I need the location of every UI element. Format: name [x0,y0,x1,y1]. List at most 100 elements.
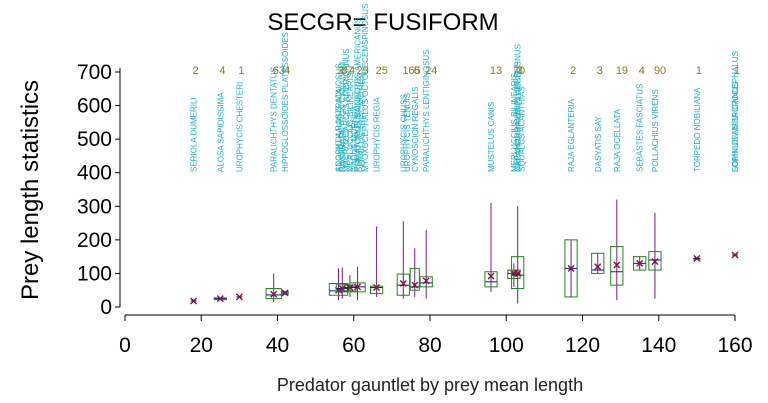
iqr-box [511,256,525,290]
iqr-box [484,271,498,288]
iqr-box [507,269,521,279]
species-label: MACROZOARCES AMERICANUS [342,48,351,172]
iqr-box [370,285,384,295]
mean-marker [613,261,621,269]
iqr-box [349,282,366,293]
y-tick-label: 500 [77,128,112,151]
mean-marker [235,293,243,301]
species-label: POMATOMUS SALTATRIX [354,76,363,172]
count-label: 19 [616,65,628,77]
mean-marker [399,280,407,287]
y-tick-label: 400 [77,162,112,185]
species-label: RAJA OCELLATA [613,109,622,173]
count-label: 24 [425,65,437,77]
count-label: 165 [402,65,420,77]
mean-marker [270,290,278,298]
species-label: MELANOGRAMMUS AEGLEFINUS [514,44,523,172]
species-label: UROPHYCIS CHESTERI [235,82,244,172]
count-label: 2 [338,65,344,77]
y-tick-label: 100 [77,262,112,285]
species-label: SERIOLA DUMERILI [190,97,199,172]
iqr-box [409,267,420,291]
species-label: MERLUCCIUS BILINEARIS [510,73,519,172]
count-label: 2 [193,65,199,77]
x-tick-label: 20 [190,334,213,357]
count-label: 1 [734,65,740,77]
species-label: MERLUCCIUS BILINEARIS [346,73,355,172]
species-label: PARALICHTHYS LENTIGINOSUS [422,49,431,172]
count-label: 4 [284,65,290,77]
iqr-box [265,288,282,300]
count-label: 63 [273,65,285,77]
mean-marker [216,295,224,303]
species-label: UROPHYCIS CHUSS [399,94,408,172]
species-label: UROPHYCIS REGIA [373,97,382,172]
species-label: DASYATIS SAY [594,115,603,172]
y-axis-label: Prey length statistics [17,80,44,300]
species-label: RAJA EGLANTERIA [567,98,576,172]
x-tick-label: 160 [717,334,752,357]
species-label: PEPRILUS TRIACANTHUS [357,73,366,172]
species-label: ALOSA SAPIDISSIMA [216,92,225,172]
species-label: HIPPOGLOSSOIDES PLATESSOIDES [281,32,290,172]
mean-marker [411,281,419,289]
species-label: CYNOSCION REGALIS [411,87,420,172]
x-tick-label: 100 [489,334,524,357]
mean-marker [373,284,381,292]
plot-area: 0 100 200 300 400 500 600 700 0 20 40 60 80 100 120 140… [77,4,753,357]
species-label: UROPHYCIS TENUIS [403,93,412,172]
species-label: SCOPHTHALMUS AQUOSUS [335,64,344,172]
x-tick-label: 120 [565,334,600,357]
count-label: 1 [238,65,244,77]
chart-title: SECGR= FUSIFORM [267,9,498,36]
count-label: 4 [639,65,645,77]
iqr-box [419,276,433,288]
mean-marker [281,289,289,297]
iqr-box [335,283,349,293]
species-label: CARCHARHINUS PLUMBEUS [514,61,523,172]
count-label: 6 [414,65,420,77]
count-label: 87 [341,65,353,77]
iqr-box [648,251,662,271]
mean-marker [422,277,430,285]
species-label: SEBASTES FASCIATUS [636,84,645,172]
count-label: 2 [570,65,576,77]
iqr-box [591,252,605,274]
species-label: POLLACHIUS VIRENS [651,89,660,172]
y-tick-label: 700 [77,61,112,84]
count-label: 3 [597,65,603,77]
species-label: SOMNIOSUS MICROCEPHALUS [731,51,740,172]
species-label: PSEUDOPLEURONECTES AMERICANUS [354,18,363,172]
species-label: SQUALUS ACANTHIAS [518,86,527,172]
iqr-box [610,246,624,286]
mean-marker [487,272,495,280]
x-tick-label: 60 [342,334,365,357]
mean-marker [567,264,575,272]
mean-marker [731,251,739,259]
count-label: 4 [349,65,355,77]
species-label: LOPHIUS AMERICANUS [731,82,740,172]
y-tick-label: 200 [77,229,112,252]
count-label: 25 [376,65,388,77]
y-tick-label: 300 [77,195,112,218]
mean-marker [636,259,644,267]
species-label: ROSTRATA [338,129,347,172]
mean-marker [594,263,602,271]
count-label: 29 [357,65,369,77]
x-tick-label: 80 [418,334,441,357]
y-tick-label: 0 [100,296,112,319]
x-tick-label: 0 [119,334,131,357]
species-label: PARALICHTHYS DENTATUS [270,67,279,172]
x-axis-label: Predator gauntlet by prey mean length [277,375,583,395]
x-tick-label: 40 [266,334,289,357]
species-label: GADUS MORHUA [350,105,359,172]
species-label: MUSTELUS CANIS [487,102,496,172]
mean-marker [514,269,522,277]
count-label: 1 [696,65,702,77]
mean-marker [190,297,198,305]
mean-marker [693,254,701,262]
count-label: 90 [654,65,666,77]
iqr-box [396,273,410,296]
species-label: RACHYCENTRON CANADUM [338,61,347,172]
